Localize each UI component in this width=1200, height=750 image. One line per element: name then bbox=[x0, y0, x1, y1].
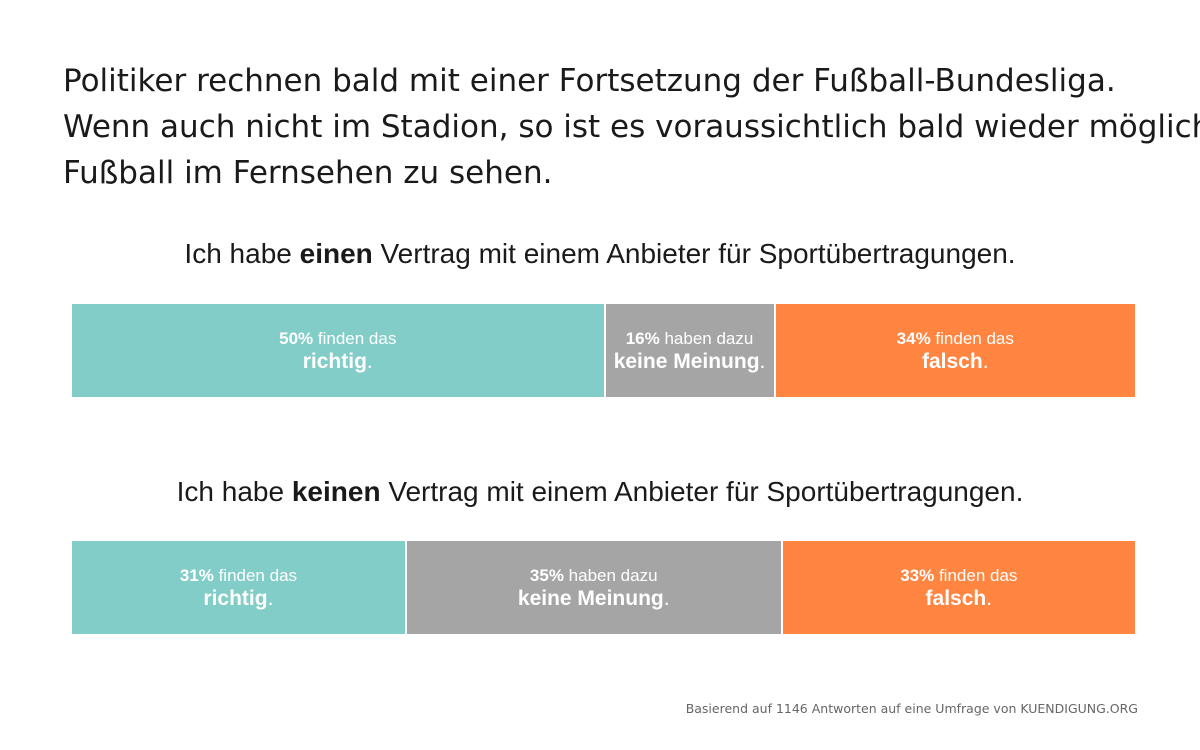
segment-term: falsch bbox=[925, 586, 987, 610]
segment-line2: keine Meinung. bbox=[518, 586, 670, 611]
segment-percent: 34% bbox=[896, 328, 931, 348]
subtitle-text: Vertrag mit einem Anbieter für Sportüber… bbox=[380, 476, 1024, 507]
segment-period: . bbox=[267, 586, 274, 610]
bar-1-subtitle: Ich habe einen Vertrag mit einem Anbiete… bbox=[0, 238, 1200, 270]
title-line: Fußball im Fernsehen zu sehen. bbox=[63, 155, 553, 191]
title-line: Wenn auch nicht im Stadion, so ist es vo… bbox=[63, 109, 1200, 145]
bar-segment-falsch: 33% finden das falsch. bbox=[780, 541, 1135, 634]
segment-line1: 33% finden das bbox=[900, 565, 1017, 586]
segment-line2: falsch. bbox=[922, 349, 989, 374]
segment-line2: falsch. bbox=[926, 586, 993, 611]
segment-line2: keine Meinung. bbox=[614, 349, 766, 374]
segment-line1: 34% finden das bbox=[897, 328, 1014, 349]
stacked-bar-2: 31% finden das richtig. 35% haben dazu k… bbox=[72, 541, 1135, 634]
segment-text: haben dazu bbox=[563, 565, 658, 585]
segment-line1: 50% finden das bbox=[279, 328, 396, 349]
segment-period: . bbox=[366, 349, 373, 373]
segment-text: finden das bbox=[313, 328, 397, 348]
chart-title: Politiker rechnen bald mit einer Fortset… bbox=[63, 58, 1200, 196]
segment-line2: richtig. bbox=[303, 349, 373, 374]
segment-term: keine Meinung bbox=[613, 349, 760, 373]
title-line: Politiker rechnen bald mit einer Fortset… bbox=[63, 63, 1116, 99]
segment-term: richtig bbox=[203, 586, 268, 610]
bar-segment-richtig: 31% finden das richtig. bbox=[72, 541, 405, 634]
segment-term: richtig bbox=[302, 349, 367, 373]
segment-period: . bbox=[982, 349, 989, 373]
subtitle-emphasis: keinen bbox=[291, 476, 381, 507]
segment-line1: 16% haben dazu bbox=[626, 328, 754, 349]
bar-segment-keine-meinung: 35% haben dazu keine Meinung. bbox=[404, 541, 781, 634]
segment-period: . bbox=[663, 586, 670, 610]
subtitle-text: Vertrag mit einem Anbieter für Sportüber… bbox=[372, 238, 1016, 269]
segment-period: . bbox=[986, 586, 993, 610]
source-note: Basierend auf 1146 Antworten auf eine Um… bbox=[685, 701, 1138, 716]
subtitle-text: Ich habe bbox=[176, 476, 292, 507]
segment-percent: 33% bbox=[900, 565, 935, 585]
segment-percent: 35% bbox=[529, 565, 564, 585]
segment-line2: richtig. bbox=[203, 586, 273, 611]
segment-text: haben dazu bbox=[659, 328, 754, 348]
segment-period: . bbox=[759, 349, 766, 373]
segment-percent: 31% bbox=[179, 565, 214, 585]
segment-line1: 31% finden das bbox=[180, 565, 297, 586]
subtitle-emphasis: einen bbox=[299, 238, 373, 269]
segment-text: finden das bbox=[930, 328, 1014, 348]
segment-percent: 16% bbox=[625, 328, 660, 348]
bar-segment-keine-meinung: 16% haben dazu keine Meinung. bbox=[603, 304, 774, 397]
bar-segment-falsch: 34% finden das falsch. bbox=[773, 304, 1135, 397]
segment-term: falsch bbox=[922, 349, 983, 373]
segment-term: keine Meinung bbox=[517, 586, 664, 610]
subtitle-text: Ich habe bbox=[184, 238, 300, 269]
segment-percent: 50% bbox=[279, 328, 314, 348]
stacked-bar-1: 50% finden das richtig. 16% haben dazu k… bbox=[72, 304, 1135, 397]
bar-2-subtitle: Ich habe keinen Vertrag mit einem Anbiet… bbox=[0, 476, 1200, 508]
bar-segment-richtig: 50% finden das richtig. bbox=[72, 304, 604, 397]
segment-line1: 35% haben dazu bbox=[530, 565, 658, 586]
segment-text: finden das bbox=[213, 565, 298, 585]
segment-text: finden das bbox=[934, 565, 1018, 585]
